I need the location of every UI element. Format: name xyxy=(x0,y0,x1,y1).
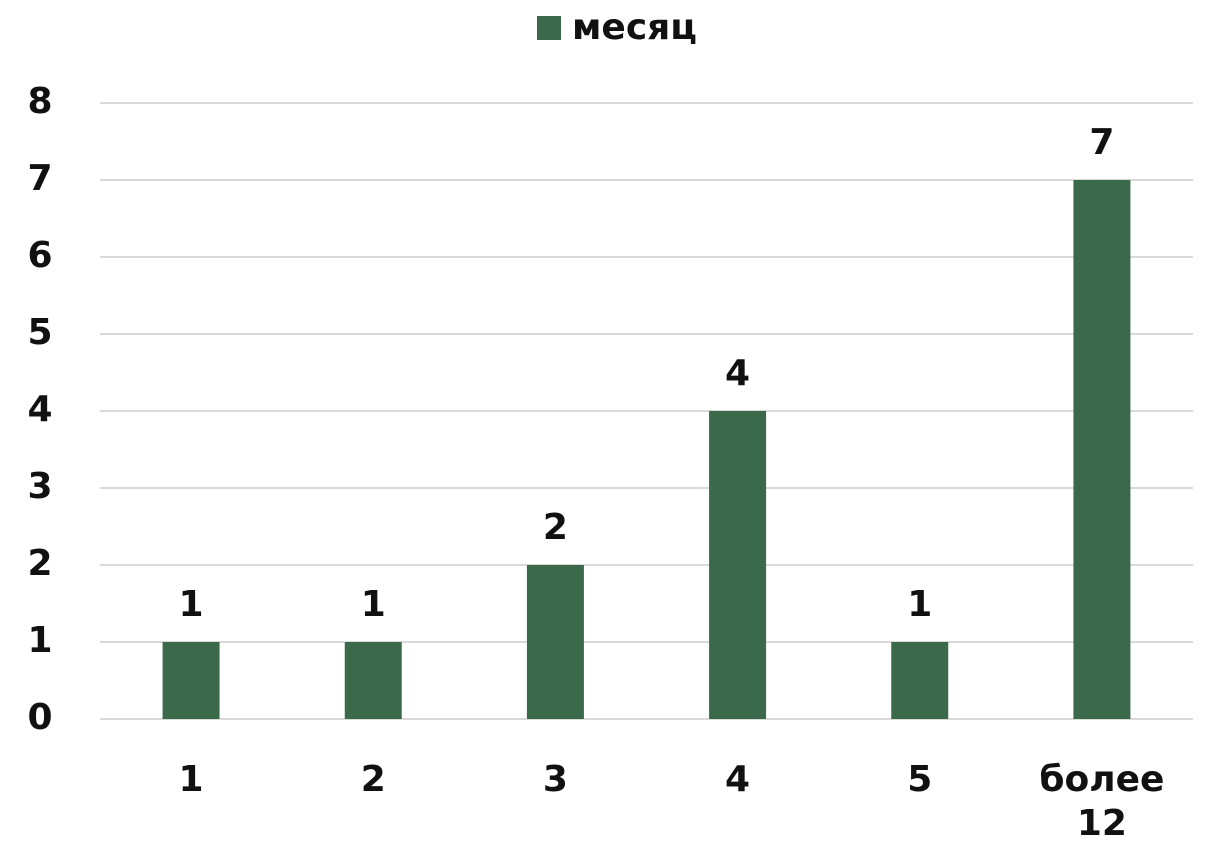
bar xyxy=(891,642,949,719)
x-tick-label: 4 xyxy=(725,759,751,800)
y-tick-label: 7 xyxy=(27,158,52,199)
x-tick-label: 3 xyxy=(542,759,568,800)
data-label: 4 xyxy=(725,353,750,394)
bar xyxy=(709,411,767,719)
data-label: 1 xyxy=(179,584,204,625)
data-label: 2 xyxy=(543,507,568,548)
y-tick-label: 8 xyxy=(27,81,52,122)
x-tick-label: 2 xyxy=(360,759,386,800)
data-label: 1 xyxy=(907,584,932,625)
y-tick-label: 4 xyxy=(27,389,52,430)
data-label: 7 xyxy=(1089,122,1114,163)
x-tick-label: более 12 xyxy=(1039,759,1165,844)
bar xyxy=(162,642,220,719)
bar xyxy=(344,642,402,719)
legend-label: месяц xyxy=(572,7,697,48)
y-tick-label: 5 xyxy=(27,312,52,353)
bar xyxy=(1073,180,1131,719)
bar xyxy=(526,565,584,719)
y-tick-label: 3 xyxy=(27,466,52,507)
y-tick-label: 2 xyxy=(27,543,52,584)
legend-swatch xyxy=(537,16,561,40)
y-tick-label: 1 xyxy=(27,620,52,661)
y-tick-label: 0 xyxy=(27,697,52,738)
y-tick-label: 6 xyxy=(27,235,52,276)
x-tick-label: 5 xyxy=(907,759,933,800)
data-label: 1 xyxy=(361,584,386,625)
x-tick-label: 1 xyxy=(178,759,204,800)
